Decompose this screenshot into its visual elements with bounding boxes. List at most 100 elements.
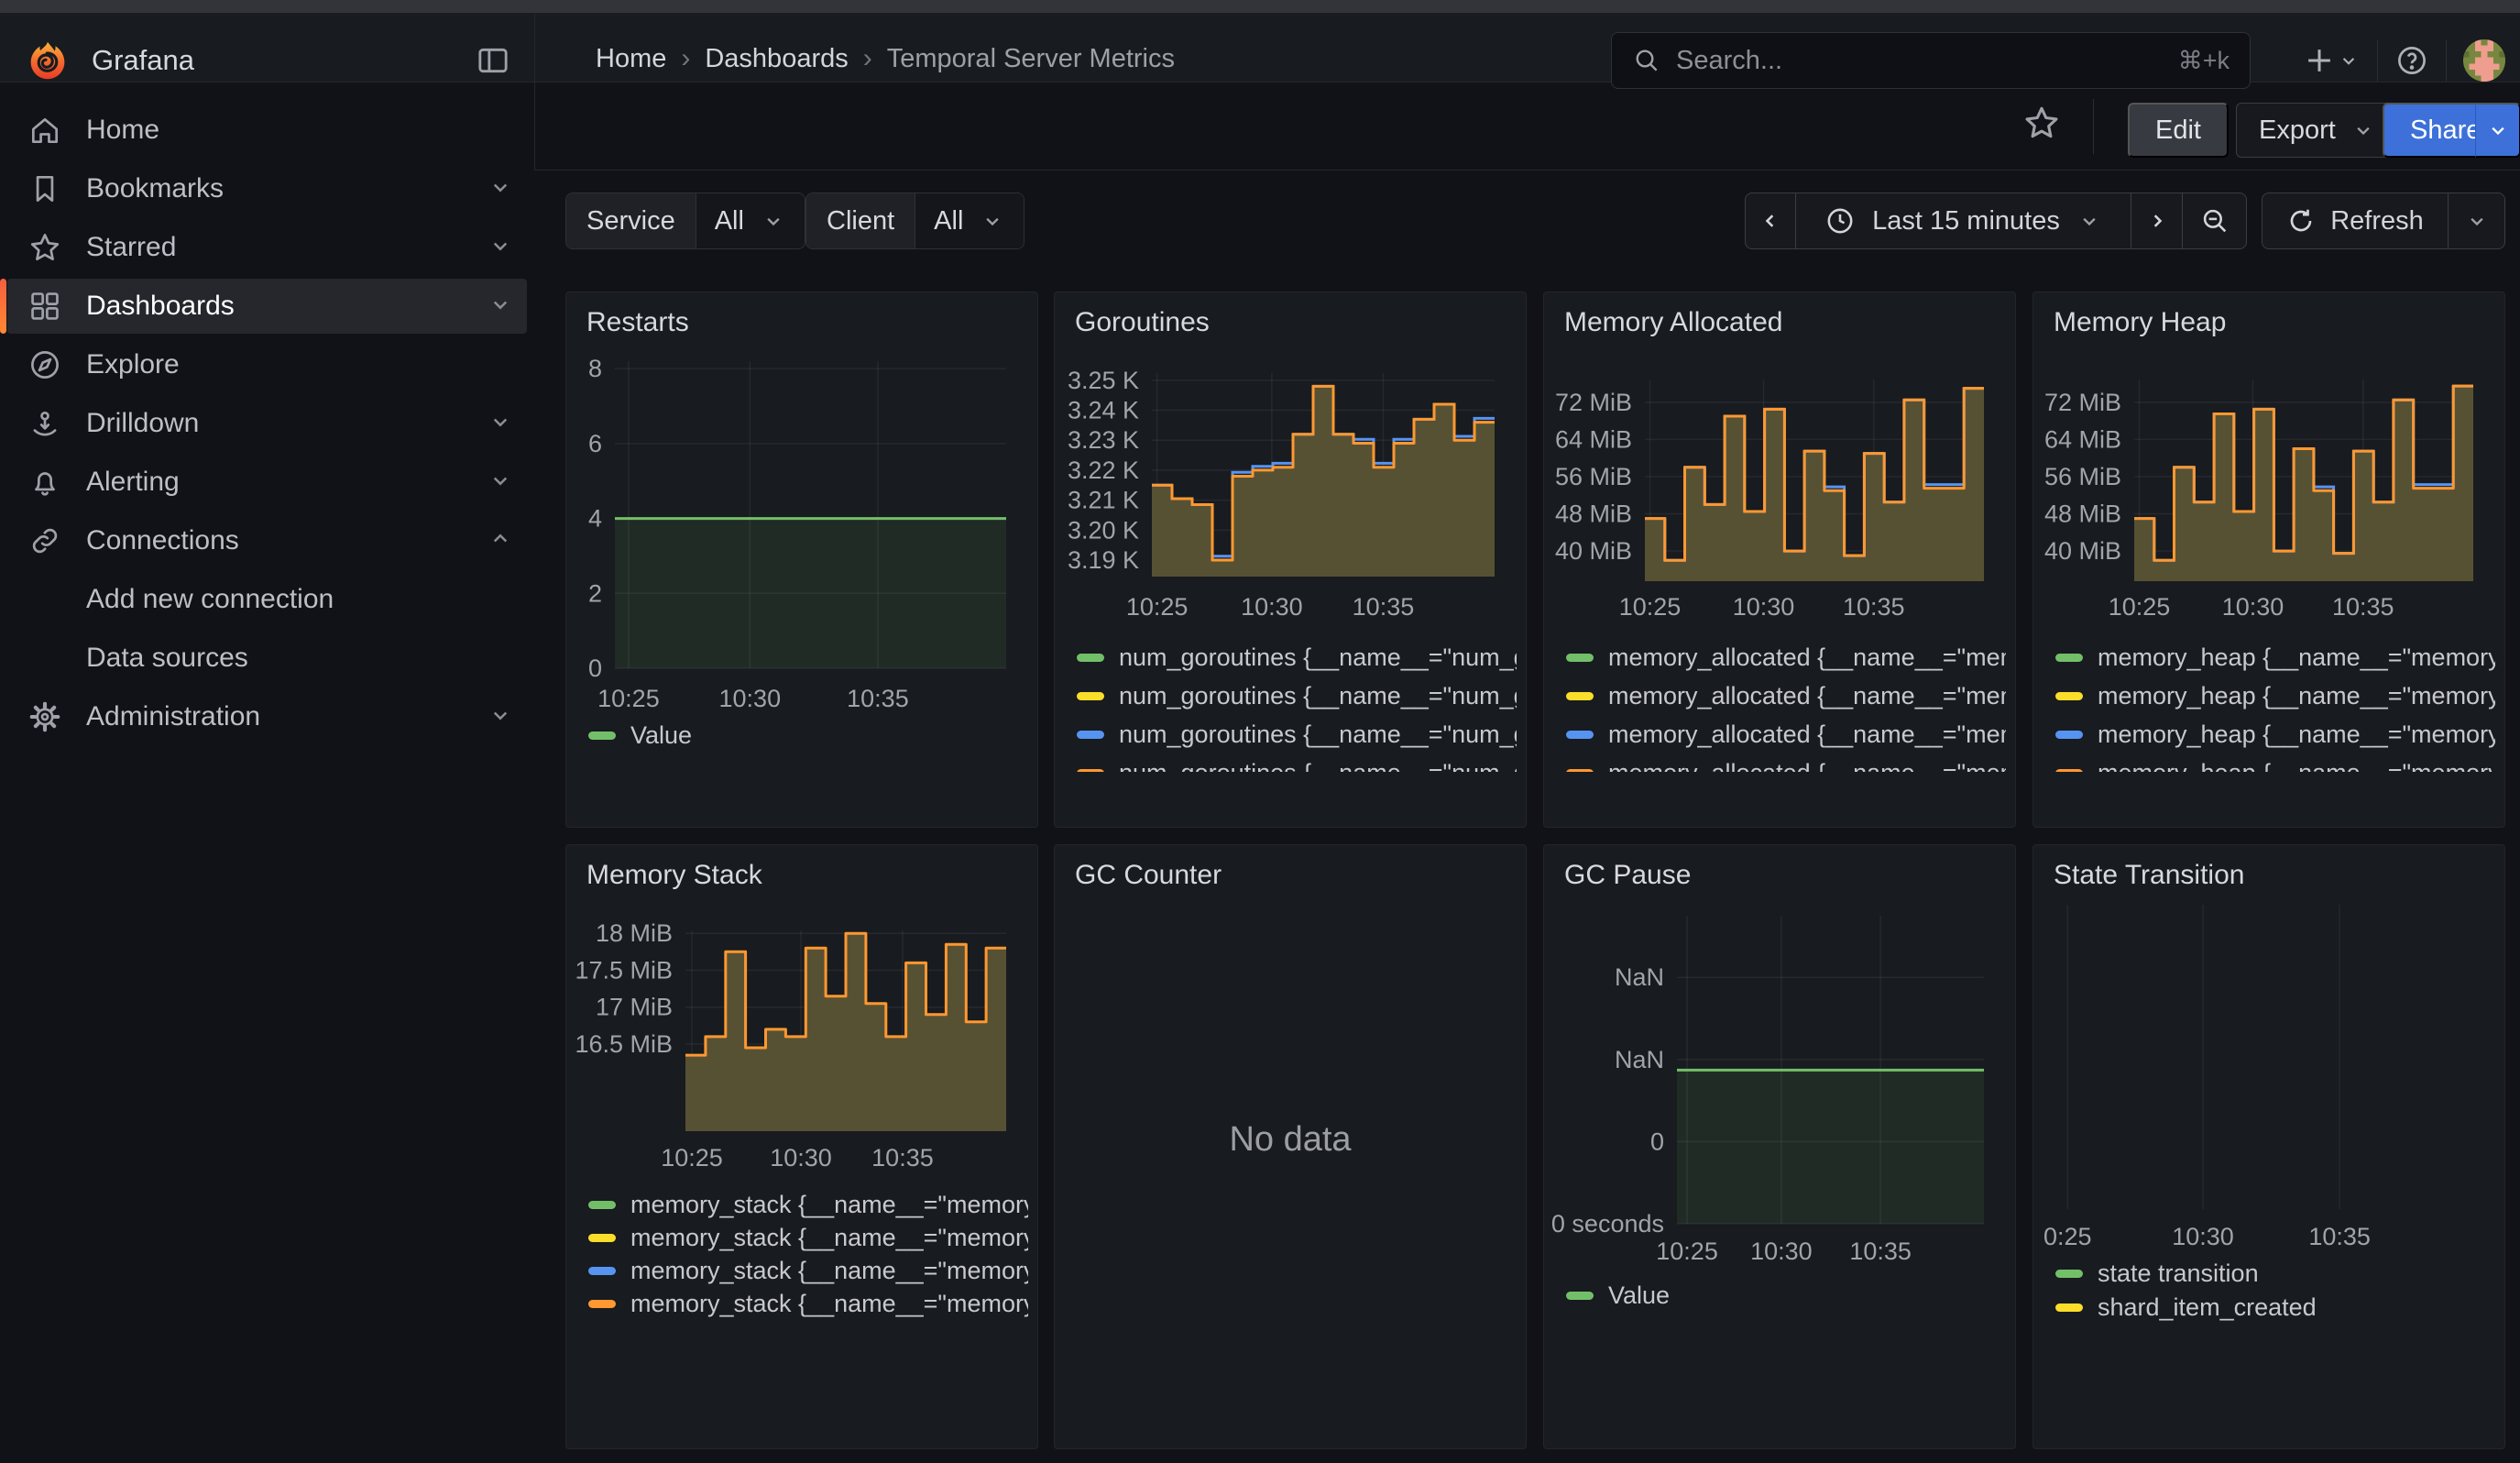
legend-item[interactable]: memory_stack {__name__="memory_s (588, 1224, 1028, 1251)
panel-title[interactable]: Memory Stack (586, 860, 762, 890)
breadcrumb-dashboards[interactable]: Dashboards (705, 43, 849, 73)
panel-title[interactable]: GC Pause (1564, 860, 1692, 890)
grafana-logo-icon[interactable] (26, 38, 70, 82)
svg-text:10:30: 10:30 (1241, 593, 1303, 621)
avatar[interactable] (2463, 39, 2505, 82)
legend-label: memory_stack {__name__="memory_s (630, 1191, 1028, 1218)
search-input-wrapper[interactable]: ⌘+k (1611, 32, 2251, 89)
link-icon (27, 523, 62, 558)
bell-icon (27, 465, 62, 500)
zoom-out-button[interactable] (2183, 192, 2247, 249)
refresh-button[interactable]: Refresh (2262, 192, 2449, 249)
panel-gc-counter: GC Counter No data (1054, 844, 1527, 1449)
legend-swatch (2055, 768, 2083, 772)
sidebar-item-drilldown[interactable]: Drilldown (0, 394, 534, 453)
time-back-button[interactable] (1745, 192, 1796, 249)
chevron-down-icon[interactable] (487, 467, 514, 499)
panel-title[interactable]: Memory Heap (2054, 307, 2227, 337)
refresh-interval-button[interactable] (2449, 192, 2505, 249)
legend-swatch (2055, 1303, 2083, 1312)
sidebar-item-starred[interactable]: Starred (0, 218, 534, 277)
legend-item[interactable]: memory_allocated {__name__="memo (1566, 759, 2006, 772)
panel-title[interactable]: Goroutines (1075, 307, 1210, 337)
svg-text:56 MiB: 56 MiB (2044, 463, 2121, 490)
legend-item[interactable]: num_goroutines {__name__="num_go (1077, 682, 1517, 710)
panel-title[interactable]: GC Counter (1075, 860, 1222, 890)
panel-memory-heap: Memory Heap 10:25 10:30 10:35 72 MiB 64 MiB 56… (2032, 292, 2505, 828)
svg-text:10:30: 10:30 (719, 685, 782, 712)
share-menu-button[interactable] (2475, 103, 2520, 158)
legend-label: num_goroutines {__name__="num_go (1119, 681, 1517, 710)
legend-item[interactable]: memory_allocated {__name__="memo (1566, 720, 2006, 748)
legend: memory_heap {__name__="memory_h memory_he… (2055, 644, 2495, 772)
legend: Value (588, 721, 1028, 760)
help-icon[interactable] (2394, 43, 2429, 78)
sidebar-item-add-new-connection[interactable]: Add new connection (0, 570, 534, 629)
sidebar-item-alerting[interactable]: Alerting (0, 453, 534, 512)
chevron-down-icon[interactable] (487, 408, 514, 440)
sidebar-item-connections[interactable]: Connections (0, 512, 534, 570)
chart-canvas[interactable]: 10:25 10:30 10:35 18 MiB 17.5 MiB 17 MiB 16.5 … (566, 845, 1038, 1449)
panel-title[interactable]: Restarts (586, 307, 689, 337)
chart-canvas[interactable]: 10:25 10:30 10:35 0 2 4 6 8 (566, 292, 1038, 828)
legend-item[interactable]: memory_stack {__name__="memory_s (588, 1191, 1028, 1218)
panel-title[interactable]: State Transition (2054, 860, 2245, 890)
legend-item[interactable]: Value (1566, 1282, 2006, 1309)
export-button[interactable]: Export (2236, 103, 2399, 158)
service-filter-value[interactable]: All (695, 193, 805, 248)
legend-swatch (588, 1266, 616, 1275)
client-filter-value[interactable]: All (915, 193, 1024, 248)
nav-actions (2302, 26, 2505, 95)
legend-item[interactable]: shard_item_created (2055, 1293, 2495, 1321)
legend-item[interactable]: Value (588, 721, 1028, 749)
chevron-up-icon[interactable] (487, 525, 514, 557)
legend-item[interactable]: state transition (2055, 1260, 2495, 1287)
legend-item[interactable]: num_goroutines {__name__="num_go (1077, 759, 1517, 772)
time-range-picker[interactable]: Last 15 minutes (1796, 192, 2131, 249)
breadcrumb-separator: › (862, 43, 872, 73)
legend-item[interactable]: memory_heap {__name__="memory_h (2055, 720, 2495, 748)
chevron-down-icon[interactable] (487, 291, 514, 323)
legend-item[interactable]: memory_allocated {__name__="memo (1566, 682, 2006, 710)
legend: num_goroutines {__name__="num_go num_goro… (1077, 644, 1517, 772)
edit-button[interactable]: Edit (2128, 103, 2229, 158)
chart-canvas[interactable]: 0:25 10:30 10:35 (2033, 845, 2505, 1449)
legend-item[interactable]: memory_stack {__name__="memory_s (588, 1290, 1028, 1317)
sidebar-item-data-sources[interactable]: Data sources (0, 629, 534, 688)
panel-title[interactable]: Memory Allocated (1564, 307, 1783, 337)
chevron-left-icon (1765, 214, 1774, 227)
legend-item[interactable]: memory_allocated {__name__="memo (1566, 644, 2006, 671)
legend-item[interactable]: memory_stack {__name__="memory_s (588, 1257, 1028, 1284)
legend-item[interactable]: memory_heap {__name__="memory_h (2055, 759, 2495, 772)
clock-icon (1827, 208, 1853, 234)
time-forward-button[interactable] (2131, 192, 2183, 249)
sidebar-item-explore[interactable]: Explore (0, 336, 534, 394)
sidebar-item-home[interactable]: Home (0, 101, 534, 160)
chart-canvas[interactable]: 10:25 10:30 10:35 NaN NaN 0 0 seconds (1544, 845, 2016, 1449)
legend-item[interactable]: memory_heap {__name__="memory_h (2055, 644, 2495, 671)
legend-swatch (1077, 768, 1104, 772)
sidebar-item-dashboards[interactable]: Dashboards (0, 277, 534, 336)
chevron-down-icon[interactable] (487, 232, 514, 264)
chevron-down-icon[interactable] (487, 173, 514, 205)
favorite-star-icon[interactable] (2021, 103, 2062, 148)
client-filter: Client All (805, 192, 1025, 249)
legend-item[interactable]: num_goroutines {__name__="num_go (1077, 720, 1517, 748)
svg-text:2: 2 (588, 579, 602, 607)
sidebar-item-administration[interactable]: Administration (0, 688, 534, 746)
sidebar-item-bookmarks[interactable]: Bookmarks (0, 160, 534, 218)
svg-text:0:25: 0:25 (2043, 1223, 2092, 1250)
legend: state transition shard_item_created (2055, 1260, 2495, 1327)
legend-item[interactable]: memory_heap {__name__="memory_h (2055, 682, 2495, 710)
legend-item[interactable]: num_goroutines {__name__="num_go (1077, 644, 1517, 671)
svg-text:10:25: 10:25 (661, 1144, 723, 1172)
sidebar-item-label: Explore (86, 349, 180, 380)
sidebar-toggle-icon[interactable] (475, 42, 511, 79)
chart-canvas[interactable]: 10:25 10:30 10:35 72 MiB 64 MiB 56 MiB 48 MiB 4… (2033, 292, 2505, 828)
chevron-down-icon[interactable] (487, 701, 514, 733)
search-input[interactable] (1676, 45, 2164, 76)
add-new-button[interactable] (2302, 43, 2361, 78)
chart-canvas[interactable]: 10:25 10:30 10:35 72 MiB 64 MiB 56 MiB 48 MiB 4… (1544, 292, 2016, 828)
chart-canvas[interactable]: 10:25 10:30 10:35 3.25 K 3.24 K3.23 K3.22 K 3… (1055, 292, 1527, 828)
breadcrumb-home[interactable]: Home (596, 43, 667, 73)
